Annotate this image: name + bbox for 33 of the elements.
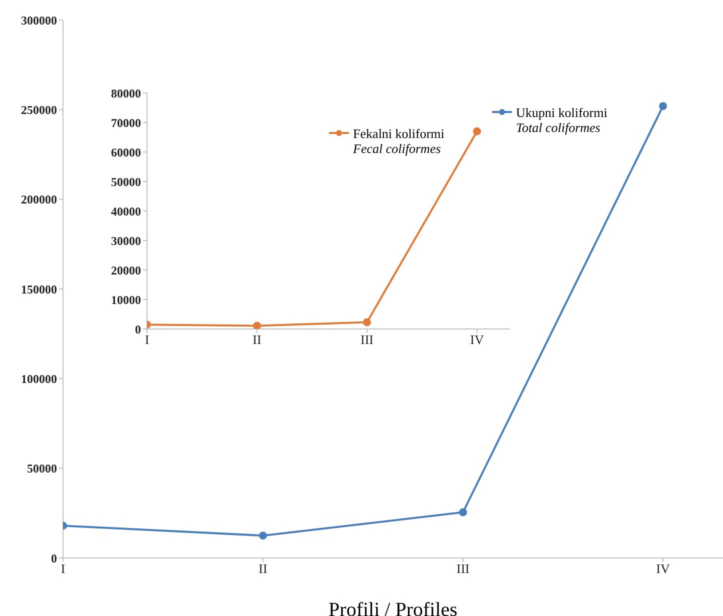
point	[253, 322, 261, 329]
x-tick-label: IV	[656, 561, 670, 576]
y-tick-label: 100000	[21, 372, 57, 386]
y-tick-label: 50000	[27, 462, 57, 476]
y-tick-label: 200000	[21, 192, 57, 207]
x-tick-label: IV	[470, 332, 484, 348]
y-tick-label: 80000	[111, 86, 141, 100]
y-tick-label: 0	[51, 551, 57, 566]
point	[363, 318, 371, 326]
y-tick-label: 300000	[21, 13, 57, 28]
legend-label: Ukupni koliformi Total coliformes	[516, 104, 608, 135]
y-tick-label: 150000	[21, 282, 57, 296]
x-tick-label: III	[360, 332, 374, 348]
x-tick-label: III	[456, 561, 470, 576]
point	[459, 508, 467, 516]
y-tick-label: 50000	[111, 174, 141, 189]
point	[659, 102, 667, 110]
x-tick-label: I	[60, 561, 66, 576]
x-tick-label: II	[252, 332, 262, 348]
y-tick-label: 10000	[111, 292, 141, 307]
point	[259, 532, 267, 540]
y-tick-label: 60000	[111, 145, 141, 160]
y-tick-label: 70000	[111, 116, 141, 130]
y-tick-label: 20000	[111, 263, 141, 278]
x-tick-label: II	[258, 561, 268, 576]
point	[473, 127, 481, 136]
y-tick-label: 30000	[111, 234, 141, 248]
y-tick-label: 250000	[21, 102, 57, 117]
x-tick-label: I	[144, 332, 150, 348]
legend-label: Fekalni koliformi Fecal coliformes	[353, 126, 444, 156]
x-axis-title: Profili / Profiles	[328, 599, 458, 616]
y-tick-label: 0	[135, 322, 141, 336]
y-tick-label: 40000	[111, 204, 141, 218]
